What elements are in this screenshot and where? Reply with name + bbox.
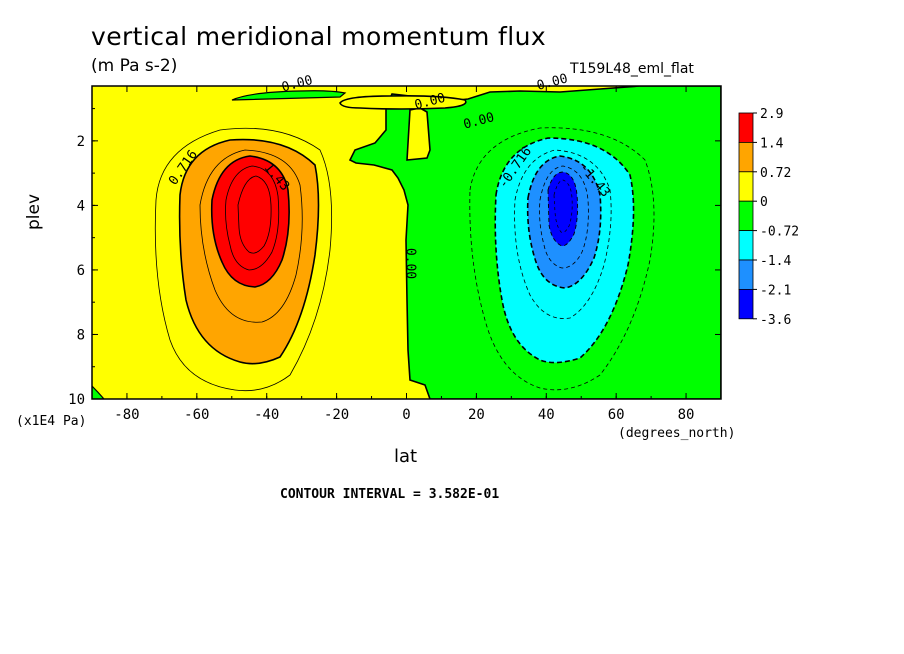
contour-pos-0.36 — [154, 127, 333, 392]
y-axis-units: (x1E4 Pa) — [16, 414, 87, 429]
legend-label: -1.4 — [760, 254, 791, 269]
legend-swatch — [738, 200, 754, 231]
y-axis: 2 4 6 8 10 — [68, 108, 721, 408]
positive-blob-top — [339, 95, 467, 110]
legend-label: -3.6 — [760, 313, 791, 328]
x-tick-label: 80 — [678, 407, 695, 423]
x-tick-label: -40 — [254, 407, 279, 423]
contour-pos-2.15 — [237, 175, 272, 254]
negative-strip-top — [231, 90, 347, 101]
legend-label: 1.4 — [760, 136, 784, 151]
legend-swatch — [738, 112, 754, 143]
x-tick-label: 20 — [468, 407, 485, 423]
x-axis: -80 -60 -40 -20 0 20 40 60 80 — [91, 86, 722, 423]
dataset-label: T159L48_eml_flat — [570, 61, 694, 77]
contour-neg-2.15 — [547, 171, 579, 247]
x-tick-label: 60 — [608, 407, 625, 423]
y-tick-label: 8 — [77, 327, 85, 343]
negative-corner — [92, 385, 105, 399]
legend-swatch — [738, 288, 754, 320]
x-tick-label: -80 — [114, 407, 139, 423]
contour-neg-0.36 — [469, 127, 655, 391]
x-axis-label: lat — [394, 446, 418, 467]
x-tick-label: -60 — [184, 407, 209, 423]
legend: 2.9 1.4 0.72 0 -0.72 -1.4 -2.1 -3.6 — [738, 107, 799, 328]
chart-units: (m Pa s-2) — [91, 56, 178, 76]
y-tick-label: 4 — [77, 198, 85, 214]
contour-neg-1.79 — [539, 165, 589, 269]
contour-label: 0.00 — [403, 248, 418, 279]
contour-pos-1.07 — [199, 149, 303, 323]
y-tick-label: 2 — [77, 134, 85, 150]
contour-pos-1.79 — [225, 165, 280, 271]
contour-neg-2.51 — [553, 179, 573, 233]
legend-label: 0 — [760, 195, 768, 210]
legend-swatch — [738, 141, 754, 173]
legend-label: 0.72 — [760, 166, 791, 181]
y-tick-label: 10 — [68, 392, 85, 408]
y-tick-label: 6 — [77, 263, 85, 279]
y-axis-label: plev — [24, 193, 44, 230]
legend-label: -0.72 — [760, 225, 799, 240]
legend-swatch — [738, 171, 754, 202]
chart-title: vertical meridional momentum flux — [91, 22, 547, 51]
legend-label: 2.9 — [760, 107, 783, 122]
x-tick-label: 40 — [538, 407, 555, 423]
x-axis-units: (degrees_north) — [618, 426, 736, 441]
x-tick-label: -20 — [324, 407, 349, 423]
positive-blob-equator — [406, 107, 431, 161]
legend-label: -2.1 — [760, 283, 791, 298]
contour-pos-1.43 — [210, 155, 290, 288]
contour-interval: CONTOUR INTERVAL = 3.582E-01 — [280, 487, 500, 502]
legend-swatch — [738, 230, 754, 261]
x-tick-label: 0 — [402, 407, 410, 423]
contour-neg-1.07 — [514, 149, 612, 319]
legend-swatch — [738, 259, 754, 290]
